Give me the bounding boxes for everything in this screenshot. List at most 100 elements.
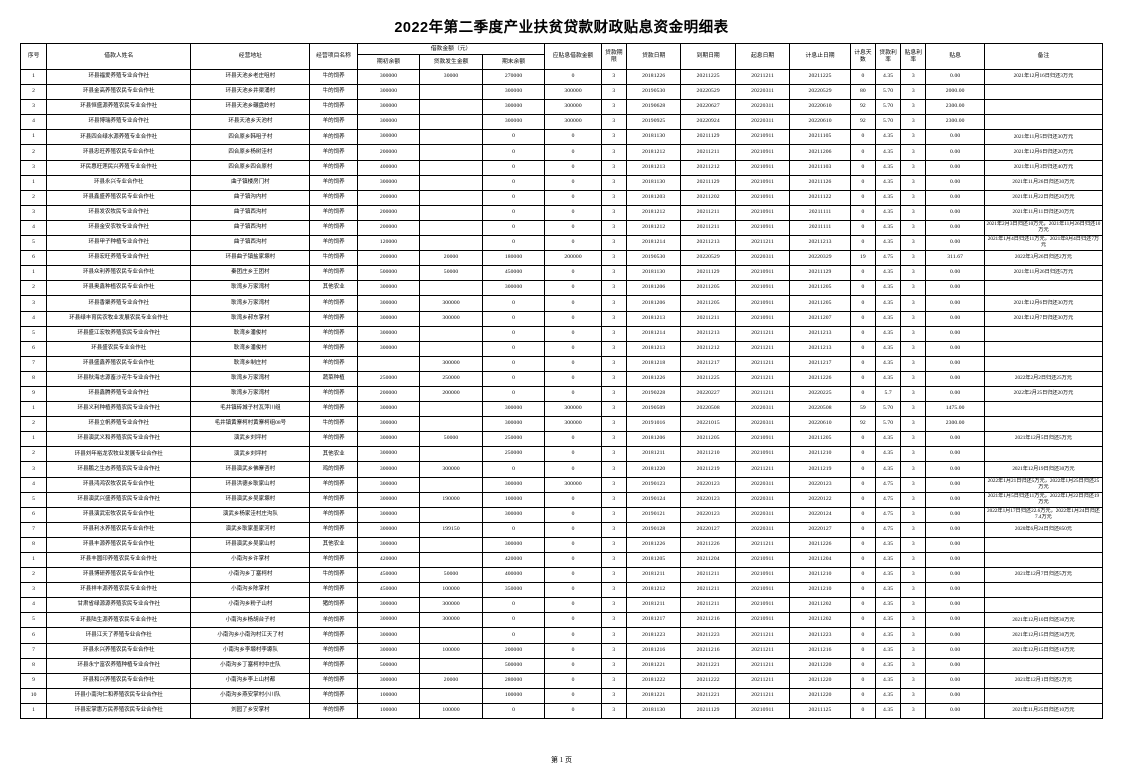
cell-address: 耿湾乡万家湾村 <box>190 280 311 297</box>
cell-loan-date: 20190925 <box>625 114 682 131</box>
cell-start-date: 20211211 <box>734 461 791 478</box>
cell-term: 3 <box>600 340 627 357</box>
cell-subsidy: 0.00 <box>925 446 985 463</box>
cell-remark: 2020年6月24日归还850元 <box>983 521 1104 538</box>
cell-remark: 2021年11月26日归还30万元 <box>983 174 1104 191</box>
cell-closing-balance: 0 <box>481 385 546 403</box>
cell-seq: 3 <box>19 461 48 478</box>
cell-days: 0 <box>849 219 877 237</box>
cell-project: 牛的饲养 <box>309 250 358 267</box>
cell-seq: 4 <box>19 219 48 237</box>
cell-seq: 6 <box>19 340 48 357</box>
table-row: 3 环县香聚养殖专业合作社 耿湾乡万家湾村 羊的饲养 300000 300000 0 0 3 20… <box>19 295 1104 312</box>
cell-due-date: 20220627 <box>680 99 736 116</box>
cell-opening-balance: 200000 <box>356 250 421 267</box>
cell-opening-balance: 300000 <box>356 476 421 493</box>
cell-subsidy-rate: 3 <box>900 370 927 387</box>
cell-end-date: 20220529 <box>789 84 851 101</box>
cell-end-date: 20211220 <box>789 672 851 689</box>
cell-loan-rate: 5.70 <box>874 114 902 131</box>
cell-due-date: 20211216 <box>680 642 736 659</box>
cell-loan-occurred <box>419 551 483 569</box>
cell-days: 0 <box>849 355 877 372</box>
cell-opening-balance: 300000 <box>356 401 421 418</box>
cell-subsidy-rate: 3 <box>900 702 927 720</box>
cell-loan-rate: 4.35 <box>874 310 902 327</box>
cell-seq: 1 <box>19 702 48 720</box>
cell-closing-balance: 300000 <box>481 114 546 131</box>
cell-end-date: 20211213 <box>789 340 851 357</box>
cell-seq: 3 <box>19 99 48 116</box>
cell-opening-balance: 300000 <box>356 461 421 478</box>
cell-due-date: 20220123 <box>680 491 736 508</box>
cell-opening-balance: 300000 <box>356 672 421 689</box>
cell-seq: 2 <box>19 84 48 101</box>
cell-borrower: 环县永兴养殖农民专业合作社 <box>46 642 192 659</box>
table-row: 8 环县丰源养殖农民专业合作社 环县演武乡吴家山村 其他农业 300000 300000 0… <box>19 536 1104 554</box>
cell-start-date: 20210911 <box>734 265 791 282</box>
table-row: 7 环县永兴养殖农民专业合作社 小南沟乡李塬村李塬队 羊的饲养 300000 100000… <box>19 642 1104 659</box>
table-row: 1 环县宏掌惠万民养殖农民专业合作社 刘园了乡安掌村 羊的饲养 100000 100000… <box>19 702 1104 720</box>
cell-project: 羊的饲养 <box>309 265 358 282</box>
cell-project: 猪的饲养 <box>309 597 358 614</box>
cell-address: 耿湾乡潘俊村 <box>190 325 311 342</box>
table-row: 8 环县永宁富农养殖种植专业合作社 小南沟乡丁塞柯村中庄队 羊的饲养 500000 500… <box>19 657 1104 674</box>
cell-subsidy-base: 0 <box>544 355 602 372</box>
cell-days: 0 <box>849 702 877 720</box>
cell-loan-occurred <box>419 129 483 146</box>
cell-loan-rate: 4.35 <box>874 612 902 629</box>
cell-project: 羊的饲养 <box>309 582 358 599</box>
cell-remark: 2021年12月6日归还20万元 <box>983 144 1104 161</box>
cell-start-date: 20211211 <box>734 325 791 342</box>
cell-closing-balance: 250000 <box>481 431 546 448</box>
cell-subsidy-rate: 3 <box>900 310 927 327</box>
cell-loan-occurred <box>419 506 483 523</box>
cell-closing-balance: 0 <box>481 310 546 327</box>
cell-start-date: 20220311 <box>734 491 791 508</box>
cell-term: 3 <box>600 129 627 146</box>
cell-term: 3 <box>600 370 627 387</box>
cell-address: 耿湾乡制庄村 <box>190 355 311 372</box>
cell-subsidy-base: 0 <box>544 144 602 161</box>
cell-loan-rate: 4.35 <box>874 159 902 176</box>
header-opening-balance: 期初余额 <box>356 54 421 70</box>
cell-project: 羊的饲养 <box>309 431 358 448</box>
table-row: 2 环县立帆养殖专业合作社 毛井镇黄寨柯村黄寨柯组08号 牛的饲养 300000 3000… <box>19 416 1104 433</box>
cell-start-date: 20210911 <box>734 551 791 569</box>
cell-subsidy: 0.00 <box>925 144 985 161</box>
cell-subsidy: 2300.00 <box>925 99 985 116</box>
cell-days: 0 <box>849 325 877 342</box>
cell-opening-balance: 100000 <box>356 687 421 704</box>
cell-loan-rate: 4.35 <box>874 68 902 86</box>
cell-project: 羊的饲养 <box>309 642 358 659</box>
cell-days: 92 <box>849 416 877 433</box>
cell-seq: 1 <box>19 129 48 146</box>
cell-remark <box>983 355 1104 372</box>
cell-subsidy-rate: 3 <box>900 521 927 538</box>
cell-opening-balance: 120000 <box>356 235 421 252</box>
cell-borrower: 环县丰源养殖农民专业合作社 <box>46 536 192 554</box>
cell-closing-balance: 180000 <box>481 250 546 267</box>
cell-seq: 2 <box>19 280 48 297</box>
cell-opening-balance: 300000 <box>356 416 421 433</box>
cell-remark: 2021年11月22日归还20万元 <box>983 189 1104 206</box>
cell-borrower: 环县盛江宏牧养殖农民专业合作社 <box>46 325 192 342</box>
header-start-date: 起息日期 <box>734 43 791 70</box>
cell-end-date: 20211220 <box>789 687 851 704</box>
cell-end-date: 20211125 <box>789 702 851 720</box>
cell-subsidy-rate: 3 <box>900 446 927 463</box>
cell-days: 0 <box>849 521 877 538</box>
cell-loan-rate: 4.35 <box>874 642 902 659</box>
cell-subsidy-rate: 3 <box>900 687 927 704</box>
cell-due-date: 20211129 <box>680 702 736 720</box>
cell-address: 环县演武乡吴家山村 <box>190 536 311 554</box>
cell-remark: 2021年12月1日归还2万元 <box>983 672 1104 689</box>
cell-project: 羊的饲养 <box>309 521 358 538</box>
cell-subsidy: 2000.00 <box>925 84 985 101</box>
cell-due-date: 20211212 <box>680 159 736 176</box>
cell-loan-rate: 4.35 <box>874 174 902 191</box>
cell-loan-occurred <box>419 325 483 342</box>
cell-days: 0 <box>849 310 877 327</box>
cell-loan-date: 20181214 <box>625 235 682 252</box>
cell-loan-occurred <box>419 536 483 554</box>
